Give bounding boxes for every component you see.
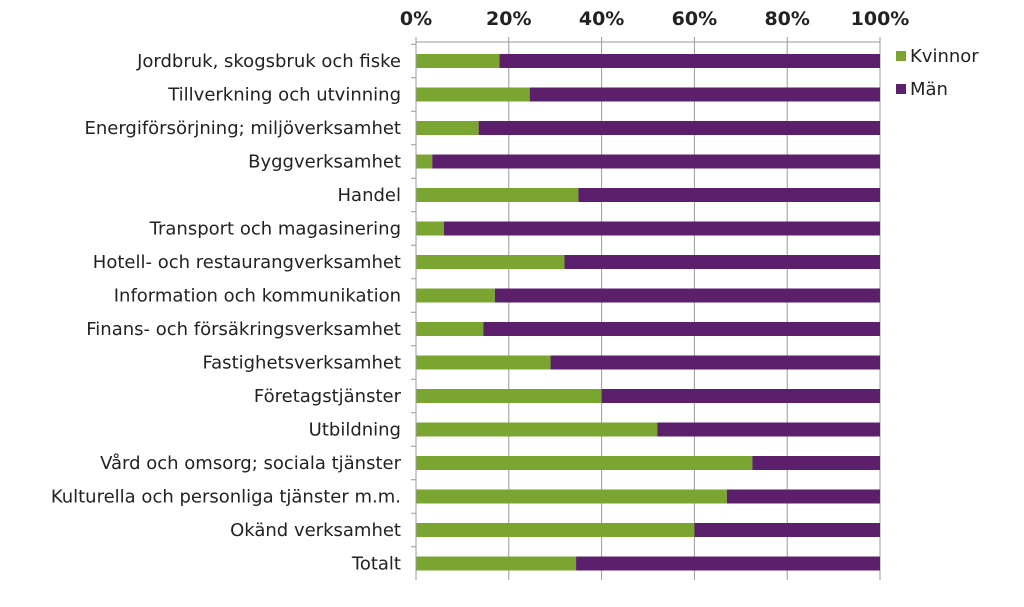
bar-segment-man bbox=[550, 355, 880, 370]
category-label: Vård och omsorg; sociala tjänster bbox=[100, 453, 402, 474]
bar-segment-kvinnor bbox=[416, 54, 500, 68]
bars bbox=[416, 54, 880, 571]
bar-segment-kvinnor bbox=[416, 322, 484, 336]
bar-segment-man bbox=[432, 154, 880, 169]
category-label: Utbildning bbox=[309, 420, 401, 441]
legend-label: Män bbox=[910, 79, 948, 100]
axes bbox=[411, 37, 881, 580]
category-label: Totalt bbox=[351, 554, 401, 575]
category-label: Byggverksamhet bbox=[248, 152, 401, 173]
legend-label: Kvinnor bbox=[910, 46, 979, 67]
legend-swatch bbox=[896, 51, 906, 61]
bar-segment-man bbox=[726, 489, 880, 504]
bar-segment-man bbox=[494, 288, 880, 303]
x-tick-label: 0% bbox=[400, 8, 432, 30]
category-label: Företagstjänster bbox=[254, 386, 402, 407]
legend-swatch bbox=[896, 84, 906, 94]
category-label: Okänd verksamhet bbox=[230, 520, 401, 541]
bar-segment-man bbox=[443, 221, 880, 236]
bar-segment-kvinnor bbox=[416, 355, 551, 370]
bar-segment-kvinnor bbox=[416, 523, 695, 537]
bar-segment-man bbox=[601, 389, 880, 403]
x-tick-label: 20% bbox=[486, 8, 531, 30]
bar-segment-kvinnor bbox=[416, 87, 530, 102]
bar-segment-man bbox=[529, 87, 880, 102]
bar-segment-man bbox=[657, 422, 880, 437]
category-label: Handel bbox=[338, 185, 401, 206]
bar-segment-man bbox=[578, 188, 880, 202]
bar-segment-man bbox=[483, 322, 880, 336]
bar-segment-kvinnor bbox=[416, 288, 495, 303]
category-label: Energiförsörjning; miljöverksamhet bbox=[84, 118, 401, 139]
category-label: Kulturella och personliga tjänster m.m. bbox=[51, 487, 401, 508]
category-label: Jordbruk, skogsbruk och fiske bbox=[136, 51, 401, 72]
bar-segment-kvinnor bbox=[416, 556, 577, 571]
x-tick-label: 80% bbox=[764, 8, 809, 30]
bar-segment-man bbox=[752, 456, 880, 470]
bar-segment-kvinnor bbox=[416, 489, 727, 504]
x-tick-label: 40% bbox=[579, 8, 624, 30]
category-label: Hotell- och restaurangverksamhet bbox=[93, 252, 401, 273]
bar-segment-man bbox=[564, 255, 880, 269]
bar-segment-man bbox=[576, 556, 880, 571]
bar-segment-man bbox=[478, 121, 880, 135]
bar-segment-kvinnor bbox=[416, 456, 753, 470]
bar-segment-kvinnor bbox=[416, 188, 579, 202]
bar-segment-kvinnor bbox=[416, 221, 444, 236]
x-tick-label: 100% bbox=[851, 8, 910, 30]
bar-segment-kvinnor bbox=[416, 154, 433, 169]
bar-segment-kvinnor bbox=[416, 121, 479, 135]
category-label: Fastighetsverksamhet bbox=[202, 353, 401, 374]
x-tick-label: 60% bbox=[672, 8, 717, 30]
bar-segment-man bbox=[499, 54, 880, 68]
category-labels: Jordbruk, skogsbruk och fiske Tillverknin… bbox=[51, 51, 402, 575]
bar-segment-kvinnor bbox=[416, 255, 565, 269]
category-label: Transport och magasinering bbox=[149, 219, 401, 240]
category-label: Information och kommunikation bbox=[114, 286, 401, 307]
category-label: Tillverkning och utvinning bbox=[167, 85, 401, 106]
bar-segment-man bbox=[694, 523, 880, 537]
bar-segment-kvinnor bbox=[416, 389, 602, 403]
bar-segment-kvinnor bbox=[416, 422, 658, 437]
legend: Kvinnor Män bbox=[896, 46, 979, 100]
x-tick-labels: 0% 20% 40% 60% 80% 100% bbox=[400, 8, 909, 30]
category-label: Finans- och försäkringsverksamhet bbox=[86, 319, 401, 340]
